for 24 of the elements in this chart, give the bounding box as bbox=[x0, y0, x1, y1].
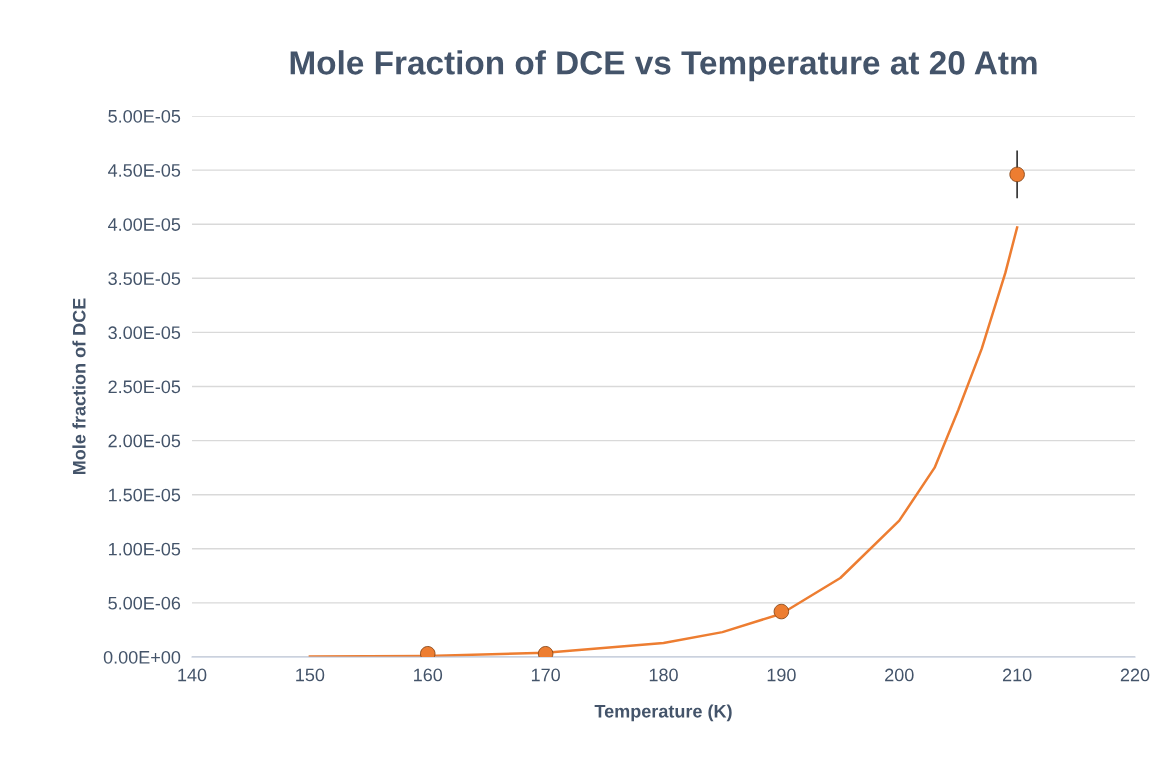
x-tick-label: 190 bbox=[767, 668, 796, 682]
x-tick-label: 160 bbox=[414, 668, 443, 682]
y-tick-label: 5.00E-06 bbox=[108, 596, 181, 610]
line-series bbox=[308, 226, 1019, 657]
y-tick-label: 0.00E+00 bbox=[103, 650, 181, 664]
y-tick-label: 5.00E-05 bbox=[108, 109, 181, 123]
y-tick-label: 4.50E-05 bbox=[108, 164, 181, 177]
x-tick-label: 200 bbox=[885, 668, 914, 682]
x-tick-label: 210 bbox=[1002, 668, 1032, 682]
x-axis-title: Temperature (K) bbox=[594, 704, 732, 722]
y-tick-label: 2.50E-05 bbox=[108, 380, 181, 394]
x-tick-label: 140 bbox=[178, 668, 207, 682]
y-axis-title: Mole fraction of DCE bbox=[72, 298, 86, 475]
y-tick-label: 4.00E-05 bbox=[108, 218, 181, 231]
x-tick-label: 170 bbox=[531, 668, 560, 682]
x-tick-label: 220 bbox=[1120, 668, 1150, 682]
x-tick-label: 150 bbox=[296, 668, 325, 682]
y-tick-label: 3.00E-05 bbox=[108, 326, 181, 340]
chart-title: Mole Fraction of DCE vs Temperature at 20 Atm bbox=[290, 50, 1037, 82]
y-tick-label: 3.50E-05 bbox=[108, 272, 181, 286]
y-tick-label: 1.50E-05 bbox=[108, 488, 181, 502]
y-tick-label: 2.00E-05 bbox=[108, 434, 181, 448]
x-tick-label: 180 bbox=[649, 668, 678, 682]
y-tick-label: 1.00E-05 bbox=[108, 542, 181, 556]
